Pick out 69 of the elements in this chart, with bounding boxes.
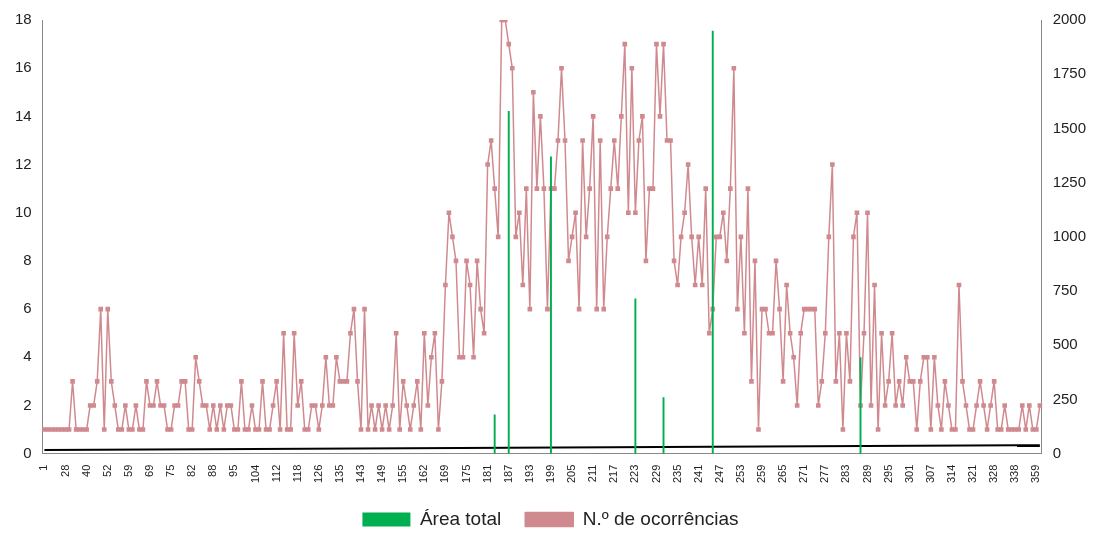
x-tick-label: 126 [311,464,324,484]
legend-label: Área total [419,507,502,529]
x-tick-label: 235 [670,464,683,484]
y-tick-label: 8 [23,251,32,269]
x-tick-label: 118 [290,464,303,483]
x-tick-label: 112 [269,464,282,483]
y-tick-label: 16 [15,58,32,76]
y-tick-label: 10 [15,202,32,220]
x-tick-label: 253 [733,464,746,484]
x-tick-label: 307 [923,464,936,484]
x-tick-label: 295 [881,464,894,484]
x-tick-label: 149 [375,464,388,484]
x-tick-label: 241 [691,464,704,484]
y-tick-label: 2 [23,395,32,413]
x-tick-label: 314 [944,464,957,484]
x-tick-label: 211 [586,464,599,483]
x-tick-label: 135 [332,464,345,484]
x-tick-label: 217 [607,464,620,484]
x-tick-label: 289 [860,464,873,484]
x-tick-label: 277 [818,464,831,484]
x-tick-label: 205 [565,464,578,484]
y-tick-label: 0 [23,443,32,461]
y2-tick-label: 2000 [1052,10,1087,28]
y2-tick-label: 1250 [1052,172,1087,190]
y-tick-label: 14 [15,106,32,124]
x-tick-label: 259 [755,464,768,484]
x-tick-label: 104 [248,464,261,484]
x-tick-label: 175 [459,464,472,484]
x-tick-label: 229 [649,464,662,484]
y-tick-label: 18 [15,10,32,28]
x-tick-label: 321 [966,464,979,484]
x-tick-label: 328 [987,464,1000,484]
y2-tick-label: 500 [1052,335,1078,353]
x-tick-label: 338 [1008,464,1021,484]
y2-tick-label: 1000 [1052,226,1087,244]
x-tick-label: 359 [1029,464,1042,484]
x-tick-label: 193 [522,464,535,484]
x-tick-label: 223 [628,464,641,484]
y2-tick-label: 1500 [1052,118,1087,136]
x-tick-label: 187 [501,464,514,484]
x-tick-label: 247 [712,464,725,484]
x-tick-label: 283 [839,464,852,484]
y2-tick-label: 0 [1052,443,1061,461]
x-tick-label: 301 [902,464,915,484]
x-tick-label: 271 [797,464,810,484]
x-tick-label: 162 [417,464,430,484]
y-tick-label: 6 [23,299,32,317]
x-tick-label: 181 [480,464,493,484]
x-tick-label: 82 [185,464,198,477]
x-tick-label: 52 [100,464,113,477]
x-tick-label: 28 [58,464,71,477]
y-tick-label: 12 [15,154,32,172]
x-tick-label: 69 [143,464,155,477]
x-tick-label: 1 [37,464,50,471]
x-tick-label: 143 [354,464,367,484]
x-tick-label: 155 [396,464,409,484]
x-tick-label: 75 [164,464,177,477]
legend-label: N.º de ocorrências [582,507,739,529]
x-tick-label: 88 [206,464,219,477]
x-tick-label: 169 [438,464,451,484]
x-tick-label: 95 [227,464,240,477]
x-tick-label: 40 [79,464,92,477]
x-tick-label: 265 [776,464,789,484]
x-tick-label: 199 [543,464,556,484]
y-tick-label: 4 [23,347,32,365]
y2-tick-label: 1750 [1052,64,1087,82]
y2-tick-label: 750 [1052,281,1078,299]
y2-tick-label: 250 [1052,389,1078,407]
x-tick-label: 59 [121,464,134,477]
